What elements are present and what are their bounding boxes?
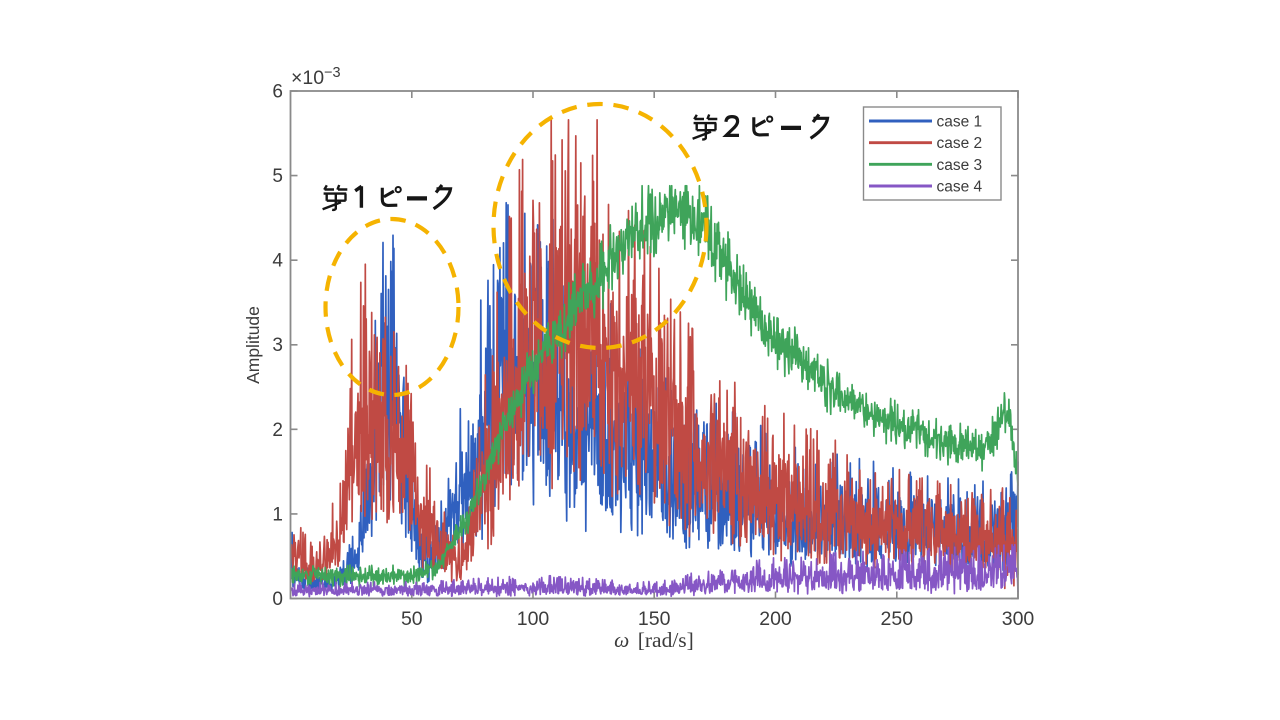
svg-text:case 3: case 3 xyxy=(937,157,983,174)
svg-text:2: 2 xyxy=(272,420,283,441)
svg-text:300: 300 xyxy=(1002,608,1035,630)
svg-text:case 1: case 1 xyxy=(937,114,983,131)
svg-text:Amplitude: Amplitude xyxy=(243,306,263,384)
svg-text:150: 150 xyxy=(638,608,671,630)
svg-text:1: 1 xyxy=(272,504,283,525)
svg-text:5: 5 xyxy=(272,166,283,187)
svg-text:250: 250 xyxy=(881,608,914,630)
svg-text:100: 100 xyxy=(517,608,550,630)
svg-text:case 4: case 4 xyxy=(937,179,983,196)
svg-text:6: 6 xyxy=(272,82,283,103)
svg-text:200: 200 xyxy=(759,608,792,630)
svg-text:0: 0 xyxy=(272,589,283,610)
svg-text:ω [rad/s]: ω [rad/s] xyxy=(614,628,694,652)
svg-text:50: 50 xyxy=(401,608,423,630)
svg-text:case 2: case 2 xyxy=(937,135,983,152)
svg-text:4: 4 xyxy=(272,251,283,272)
svg-text:3: 3 xyxy=(272,335,283,356)
